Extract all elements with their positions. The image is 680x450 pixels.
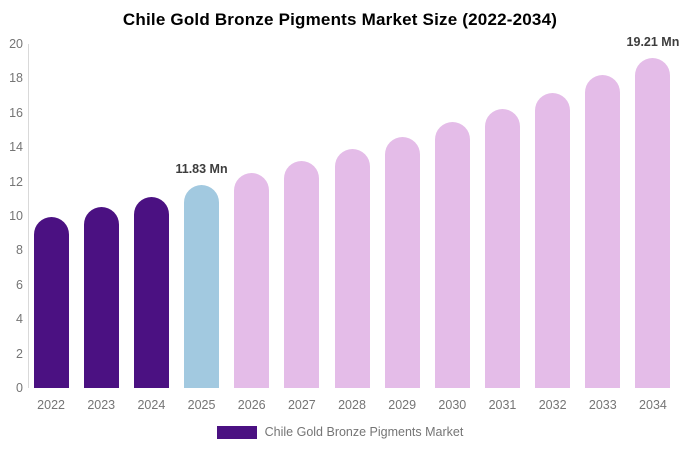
- x-label-2028: 2028: [338, 398, 366, 412]
- y-tick-14: 14: [9, 139, 23, 154]
- y-tick-6: 6: [16, 277, 23, 292]
- bar-2022: [33, 216, 69, 388]
- y-tick-18: 18: [9, 71, 23, 86]
- bar-2030: [434, 122, 470, 388]
- bar-slot-2028: [327, 44, 377, 388]
- bar-slot-2031: [477, 44, 527, 388]
- x-label-2034: 2034: [639, 398, 667, 412]
- bar-2034: [635, 57, 671, 388]
- bar-2031: [484, 108, 520, 388]
- y-tick-4: 4: [16, 311, 23, 326]
- bar-slot-2029: [377, 44, 427, 388]
- bar-2023: [83, 207, 119, 388]
- bar-2033: [585, 74, 621, 388]
- y-tick-2: 2: [16, 346, 23, 361]
- bar-slot-2026: [227, 44, 277, 388]
- bar-slot-2033: [578, 44, 628, 388]
- bar-2025: [184, 184, 220, 388]
- y-tick-0: 0: [16, 380, 23, 395]
- chart-title: Chile Gold Bronze Pigments Market Size (…: [122, 10, 558, 29]
- y-tick-8: 8: [16, 243, 23, 258]
- bar-2032: [535, 93, 571, 388]
- x-label-2031: 2031: [488, 398, 517, 412]
- x-label-2023: 2023: [87, 398, 116, 412]
- bar-2029: [384, 136, 420, 388]
- bars-container: 11.83 Mn 19.21 Mn: [26, 35, 679, 388]
- legend-swatch: [216, 425, 257, 439]
- y-tick-16: 16: [9, 105, 23, 120]
- bar-2026: [234, 173, 270, 388]
- x-label-2033: 2033: [588, 398, 617, 412]
- value-label-2025: 11.83 Mn: [175, 161, 228, 176]
- x-label-2024: 2024: [137, 398, 166, 412]
- y-tick-10: 10: [9, 208, 23, 223]
- bar-slot-2032: [528, 44, 578, 388]
- y-tick-12: 12: [9, 174, 23, 189]
- x-label-2030: 2030: [438, 398, 467, 412]
- x-label-2032: 2032: [538, 398, 567, 412]
- bar-slot-2024: [126, 44, 176, 388]
- value-label-2034: 19.21 Mn: [626, 34, 680, 49]
- bar-2028: [334, 148, 370, 388]
- x-label-2025: 2025: [187, 398, 216, 412]
- x-label-2027: 2027: [287, 398, 316, 412]
- bar-slot-2034: 19.21 Mn: [627, 35, 679, 388]
- y-tick-20: 20: [9, 36, 23, 51]
- bar-slot-2023: [76, 44, 126, 388]
- legend: Chile Gold Bronze Pigments Market: [0, 425, 680, 439]
- x-label-2029: 2029: [388, 398, 417, 412]
- bar-slot-2022: [26, 44, 76, 388]
- bar-2024: [133, 196, 169, 388]
- x-label-2022: 2022: [37, 398, 65, 412]
- x-label-2026: 2026: [237, 398, 266, 412]
- y-axis-line: [28, 44, 29, 388]
- bar-slot-2027: [277, 44, 327, 388]
- bar-slot-2025: 11.83 Mn: [175, 44, 228, 388]
- bar-2027: [284, 161, 320, 388]
- x-axis-labels: 2022 2023 2024 2025 2026 2027 2028 2029 2030 2031…: [26, 398, 678, 412]
- legend-label: Chile Gold Bronze Pigments Market: [264, 425, 464, 439]
- bar-slot-2030: [427, 44, 477, 388]
